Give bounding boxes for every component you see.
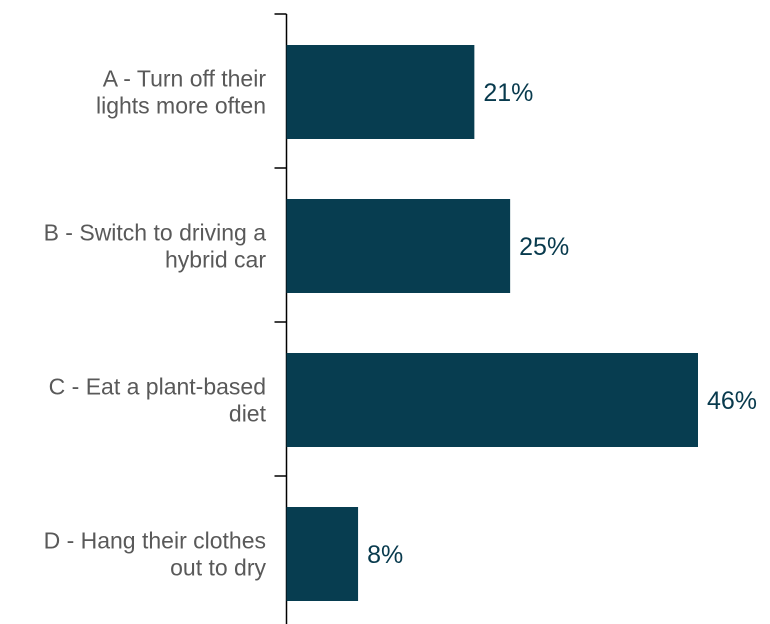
bar (286, 353, 698, 447)
bar (286, 507, 359, 601)
category-label-line: hybrid car (165, 247, 266, 273)
category-label-line: B - Switch to driving a (44, 220, 267, 246)
category-label: B - Switch to driving a hybrid car (44, 220, 267, 273)
category-label: A - Turn off their lights more often (96, 66, 266, 119)
category-label: D - Hang their clothes out to dry (44, 528, 267, 581)
data-label: 25% (519, 233, 569, 261)
category-labels-group: A - Turn off their lights more often B - S… (44, 66, 267, 581)
category-label-line: C - Eat a plant-based (49, 374, 266, 400)
data-label: 21% (483, 79, 533, 107)
category-label-line: out to dry (170, 555, 266, 581)
y-axis-ticks (274, 13, 287, 477)
data-label: 8% (367, 541, 403, 569)
bar (286, 45, 475, 139)
value-labels-group: 21% 25% 46% 8% (367, 79, 757, 569)
category-label: C - Eat a plant-based diet (49, 374, 267, 427)
bars-group (286, 45, 698, 601)
category-label-line: diet (229, 401, 267, 427)
category-label-line: D - Hang their clothes (44, 528, 266, 554)
data-label: 46% (707, 387, 757, 415)
category-label-line: lights more often (96, 93, 266, 119)
bar (286, 199, 511, 293)
category-label-line: A - Turn off their (103, 66, 267, 92)
